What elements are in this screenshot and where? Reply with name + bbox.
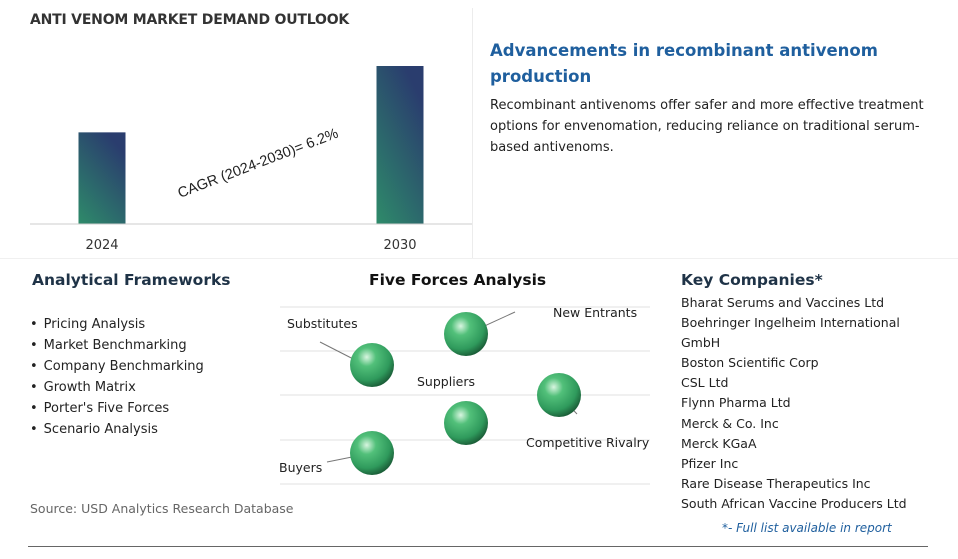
bottom-divider bbox=[28, 546, 928, 547]
list-item: South African Vaccine Producers Ltd bbox=[681, 495, 907, 511]
list-item: Rare Disease Therapeutics Inc bbox=[681, 475, 871, 491]
full-list-note: *- Full list available in report bbox=[722, 521, 892, 535]
list-item: Merck & Co. Inc bbox=[681, 415, 779, 431]
frameworks-list: Pricing Analysis Market Benchmarking Com… bbox=[30, 314, 204, 440]
substitutes-sphere-icon bbox=[350, 343, 394, 387]
list-item: Market Benchmarking bbox=[30, 335, 204, 356]
suppliers-sphere-icon bbox=[444, 401, 488, 445]
buyers-sphere-icon bbox=[350, 431, 394, 475]
frameworks-title: Analytical Frameworks bbox=[32, 271, 231, 289]
five-forces-diagram: Substitutes New Entrants Suppliers Compe… bbox=[279, 305, 650, 485]
substitutes-label: Substitutes bbox=[287, 316, 358, 331]
new-entrants-sphere-icon bbox=[444, 312, 488, 356]
source-note: Source: USD Analytics Research Database bbox=[30, 501, 294, 516]
suppliers-label: Suppliers bbox=[417, 374, 475, 389]
bar-chart: 2024 2030 CAGR (2024-2030)= 6.2% bbox=[30, 66, 472, 253]
list-item: Boehringer Ingelheim International GmbH bbox=[681, 315, 900, 351]
cagr-annotation: CAGR (2024-2030)= 6.2% bbox=[176, 126, 341, 202]
headline-title: Advancements in recombinant antivenom pr… bbox=[490, 41, 878, 86]
list-item: Bharat Serums and Vaccines Ltd bbox=[681, 295, 885, 310]
vertical-separator bbox=[472, 8, 473, 258]
x-tick-label: 2030 bbox=[383, 238, 416, 253]
list-item: Boston Scientific Corp bbox=[681, 355, 819, 371]
list-item: Merck KGaA bbox=[681, 435, 757, 451]
x-tick-label: 2024 bbox=[85, 238, 118, 253]
companies-title: Key Companies* bbox=[681, 271, 823, 289]
list-item: Scenario Analysis bbox=[30, 419, 204, 440]
list-item: Growth Matrix bbox=[30, 377, 204, 398]
list-item: Porter's Five Forces bbox=[30, 398, 204, 419]
bar-2030 bbox=[376, 66, 424, 224]
list-item: Pfizer Inc bbox=[681, 455, 739, 471]
five-forces-title: Five Forces Analysis bbox=[369, 271, 547, 289]
companies-list: Bharat Serums and Vaccines Ltd Boehringe… bbox=[681, 293, 921, 514]
list-item: Pricing Analysis bbox=[30, 314, 204, 335]
chart-title: ANTI VENOM MARKET DEMAND OUTLOOK bbox=[30, 12, 350, 28]
list-item: Flynn Pharma Ltd bbox=[681, 395, 791, 411]
competitive-rivalry-sphere-icon bbox=[537, 373, 581, 417]
list-item: CSL Ltd bbox=[681, 375, 729, 391]
list-item: Company Benchmarking bbox=[30, 356, 204, 377]
buyers-label: Buyers bbox=[279, 460, 322, 475]
competitive-rivalry-label: Competitive Rivalry bbox=[526, 435, 650, 450]
new-entrants-label: New Entrants bbox=[553, 305, 637, 320]
horizontal-separator bbox=[0, 258, 958, 259]
bar-2024 bbox=[78, 132, 126, 224]
headline-body: Recombinant antivenoms offer safer and m… bbox=[490, 98, 924, 155]
